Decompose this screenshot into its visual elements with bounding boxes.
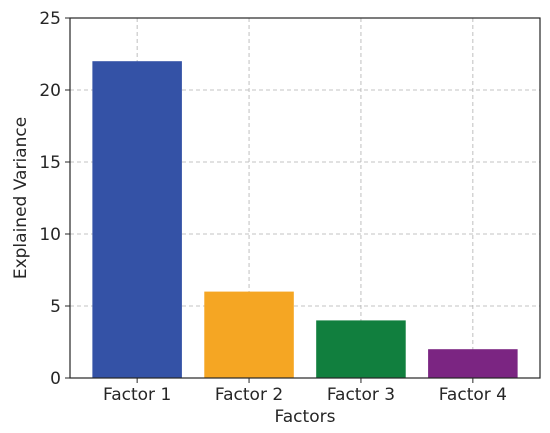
- y-axis-label: Explained Variance: [11, 117, 31, 279]
- bar-factor-2: [204, 291, 294, 378]
- x-tick-label: Factor 3: [327, 385, 395, 405]
- axes: [65, 17, 541, 383]
- x-tick-label: Factor 1: [103, 385, 171, 405]
- plot-frame: [69, 17, 541, 379]
- y-tick-label: 10: [39, 225, 61, 245]
- tick-labels: 0 5 10 15 20 25 Factor 1 Factor 2 Factor 3 Factor…: [39, 9, 507, 405]
- y-tick-label: 20: [39, 81, 61, 101]
- bar-factor-3: [316, 320, 406, 378]
- x-axis-label: Factors: [275, 407, 336, 427]
- x-tick-label: Factor 2: [215, 385, 283, 405]
- y-tick-label: 15: [39, 153, 61, 173]
- y-tick-label: 0: [50, 369, 61, 389]
- y-tick-label: 5: [50, 297, 61, 317]
- bar-factor-4: [428, 349, 518, 378]
- x-tick-label: Factor 4: [439, 385, 507, 405]
- y-tick-label: 25: [39, 9, 61, 29]
- bars: [92, 61, 518, 378]
- bar-factor-1: [92, 61, 182, 378]
